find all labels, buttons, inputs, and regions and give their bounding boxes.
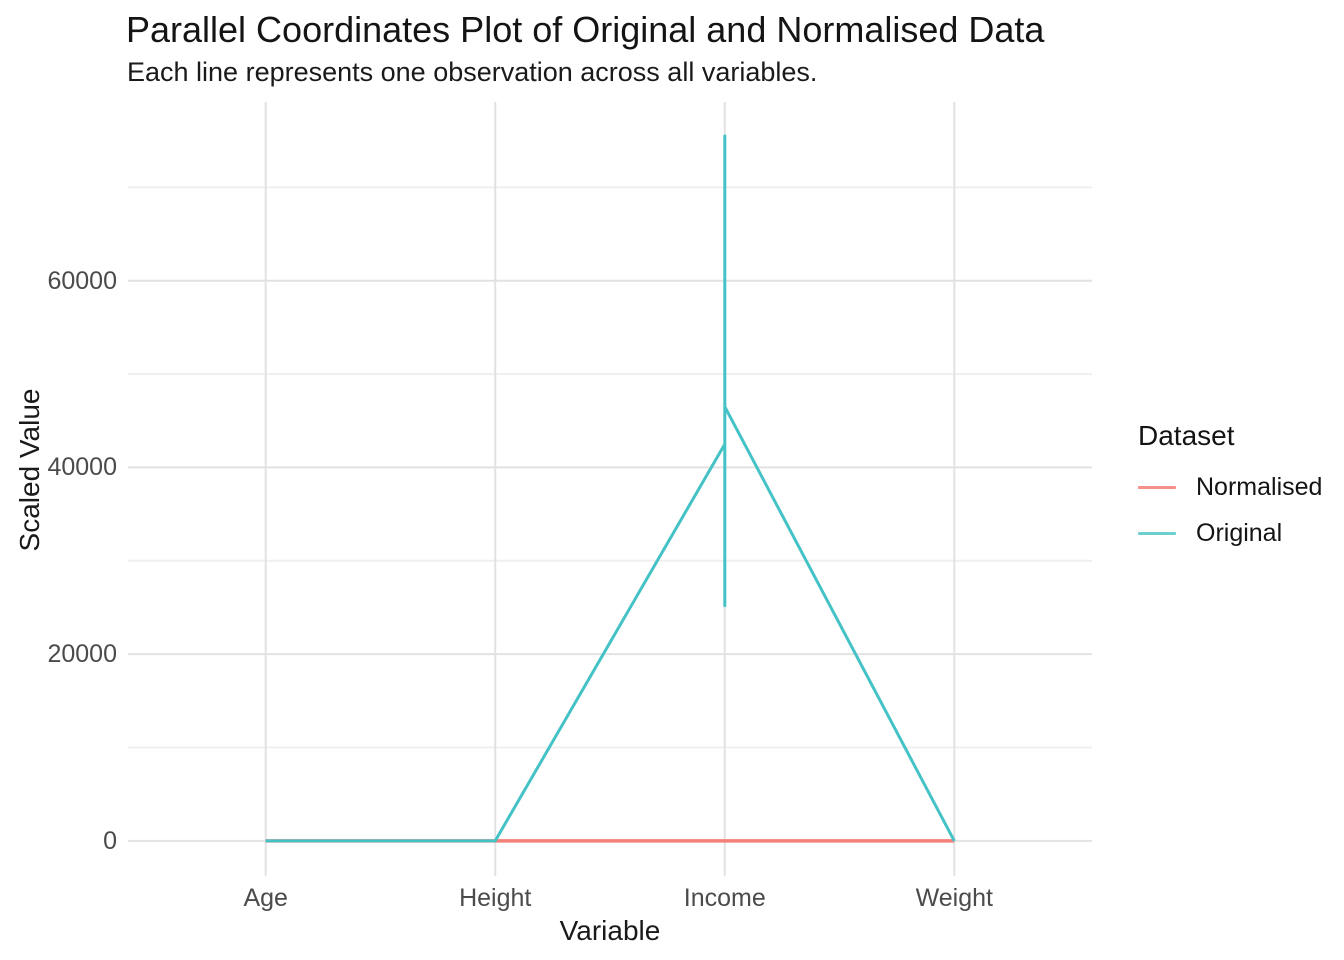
x-tick-label-height: Height bbox=[459, 884, 532, 912]
x-axis-title: Variable bbox=[559, 915, 661, 946]
y-tick-label: 60000 bbox=[47, 266, 117, 295]
legend-items: Normalised Original bbox=[1138, 472, 1338, 547]
x-tick-label-age: Age bbox=[243, 884, 288, 912]
plot-subtitle: Each line represents one observation acr… bbox=[127, 57, 818, 87]
legend-item-original: Original bbox=[1138, 518, 1338, 547]
legend-key-line-normalised bbox=[1138, 485, 1176, 489]
x-tick-label-income: Income bbox=[683, 884, 766, 912]
legend: Dataset Normalised Original bbox=[1138, 420, 1338, 566]
legend-label: Normalised bbox=[1196, 472, 1323, 501]
x-tick-label-weight: Weight bbox=[915, 884, 993, 912]
legend-key-line-original bbox=[1138, 531, 1176, 535]
legend-item-normalised: Normalised bbox=[1138, 472, 1338, 501]
y-tick-label: 0 bbox=[103, 826, 117, 855]
y-tick-label: 20000 bbox=[47, 640, 117, 669]
series-line-original bbox=[265, 134, 956, 843]
y-tick-label: 40000 bbox=[47, 453, 117, 482]
legend-label: Original bbox=[1196, 518, 1283, 547]
plot-title: Parallel Coordinates Plot of Original an… bbox=[126, 9, 1045, 50]
legend-title: Dataset bbox=[1138, 420, 1235, 451]
